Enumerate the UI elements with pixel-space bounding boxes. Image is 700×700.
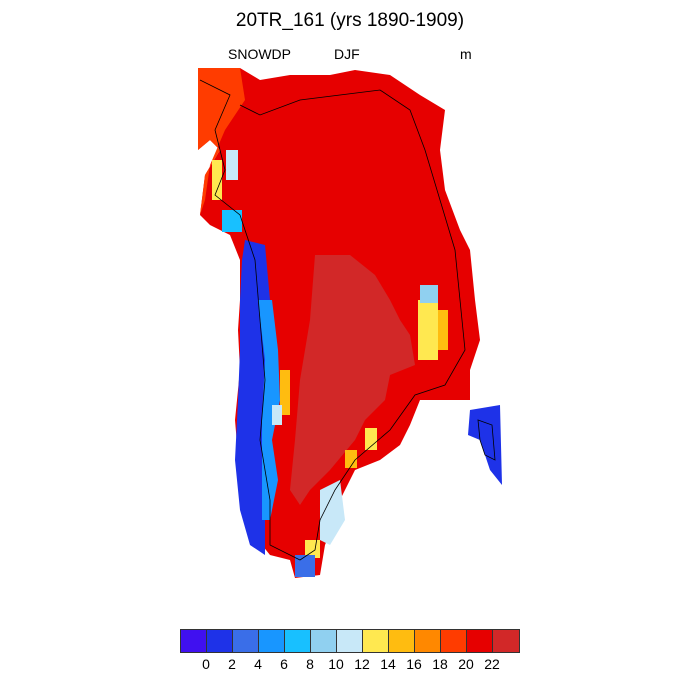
colorbar-swatch [311, 630, 337, 652]
east-island-blue [468, 405, 502, 485]
colorbar-swatch [285, 630, 311, 652]
colorbar-swatch [181, 630, 207, 652]
s-blue-patch [295, 555, 315, 577]
plot-title: 20TR_161 (yrs 1890-1909) [235, 10, 465, 31]
east-orange-patch [438, 310, 448, 350]
colorbar-tick-label: 0 [202, 656, 210, 672]
colorbar-swatch [259, 630, 285, 652]
colorbar-tick-label: 22 [484, 656, 500, 672]
colorbar-swatch [467, 630, 493, 652]
variable-label: SNOWDP [228, 46, 291, 62]
colorbar-tick-label: 16 [406, 656, 422, 672]
coastline [199, 79, 466, 561]
units-label: m [460, 46, 472, 62]
colorbar [180, 629, 520, 653]
nw-lightblue-patch [226, 150, 238, 180]
season-label: DJF [334, 46, 360, 62]
colorbar-swatch [415, 630, 441, 652]
south-coast-lightblue [320, 480, 345, 545]
island-coastline [477, 419, 496, 461]
east-lightblue-patch [420, 285, 438, 303]
nw-yellow-patch [212, 160, 222, 200]
colorbar-swatch [337, 630, 363, 652]
w-lightblue-patch [272, 405, 282, 425]
colorbar-tick-label: 12 [354, 656, 370, 672]
colorbar-tick-label: 4 [254, 656, 262, 672]
colorbar-swatch [441, 630, 467, 652]
colorbar-tick-label: 2 [228, 656, 236, 672]
east-yellow-patch [418, 300, 438, 360]
colorbar-tick-label: 6 [280, 656, 288, 672]
colorbar-tick-label: 14 [380, 656, 396, 672]
colorbar-swatch [389, 630, 415, 652]
colorbar-swatch [493, 630, 519, 652]
interior-dark-red [290, 255, 415, 505]
w-orange-patch [280, 370, 290, 415]
colorbar-tick-label: 18 [432, 656, 448, 672]
colorbar-swatch [363, 630, 389, 652]
coast-orange-band [198, 68, 245, 215]
colorbar-tick-label: 10 [328, 656, 344, 672]
nw-blue-patch [222, 210, 242, 232]
se-yellow-patch [365, 428, 377, 450]
colorbar-tick-label: 20 [458, 656, 474, 672]
colorbar-tick-label: 8 [306, 656, 314, 672]
colorbar-swatch [207, 630, 233, 652]
west-coast-midblue-band [258, 300, 280, 520]
se-orange-patch [345, 450, 357, 468]
colorbar-swatch [233, 630, 259, 652]
